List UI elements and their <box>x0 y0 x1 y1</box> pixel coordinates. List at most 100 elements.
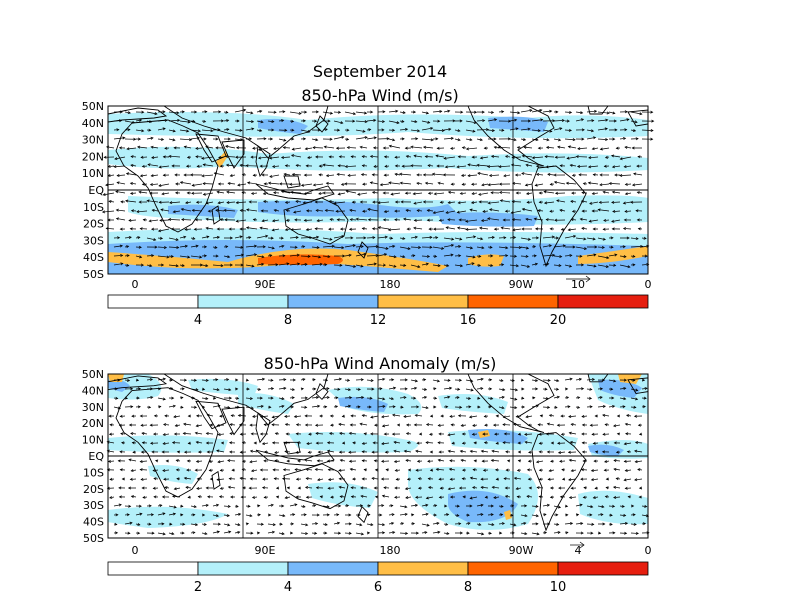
wind-vector-head <box>260 120 264 124</box>
wind-vector-head <box>381 459 385 463</box>
wind-vector-head <box>520 378 525 382</box>
wind-vector-head <box>526 495 530 499</box>
wind-vector-head <box>468 415 473 419</box>
wind-vector <box>268 182 280 185</box>
wind-vector <box>446 210 456 214</box>
wind-vector <box>494 146 500 149</box>
wind-vector <box>514 477 522 480</box>
wind-vector <box>481 183 489 186</box>
wind-vector <box>613 496 621 498</box>
wind-vector-head <box>302 504 306 508</box>
wind-vector <box>553 379 559 382</box>
wind-vector <box>542 379 551 381</box>
wind-vector <box>426 442 434 444</box>
wind-vector-head <box>549 209 553 213</box>
wind-vector <box>225 145 236 149</box>
wind-vector-head <box>393 449 397 453</box>
wind-vector <box>382 424 390 427</box>
wind-vector-head <box>219 414 223 418</box>
wind-vector-head <box>535 387 539 391</box>
wind-vector-head <box>338 377 343 381</box>
wind-vector-head <box>613 263 617 267</box>
wind-vector <box>355 120 368 123</box>
wind-vector <box>157 255 169 258</box>
wind-vector-head <box>257 147 262 151</box>
wind-vector-head <box>401 119 405 123</box>
wind-vector <box>465 255 476 258</box>
wind-vector-head <box>383 432 387 436</box>
colorbar-label: 20 <box>550 313 567 328</box>
wind-vector-head <box>639 112 643 116</box>
wind-vector <box>223 523 230 526</box>
wind-vector <box>291 191 302 194</box>
wind-vector-head <box>291 128 295 132</box>
wind-vector-head <box>115 396 119 400</box>
wind-vector-head <box>297 486 301 490</box>
wind-vector <box>388 522 394 525</box>
wind-vector-head <box>141 441 145 445</box>
longitude-label: 0 <box>645 544 652 557</box>
wind-vector <box>542 263 549 266</box>
wind-vector <box>105 183 115 186</box>
wind-vector-head <box>137 387 141 391</box>
wind-vector-head <box>593 253 597 257</box>
wind-vector <box>251 192 258 195</box>
wind-vector-head <box>610 245 614 249</box>
wind-vector <box>421 255 430 257</box>
wind-vector-head <box>281 119 285 123</box>
wind-vector <box>196 441 203 444</box>
wind-vector-head <box>127 531 131 535</box>
wind-vectors-icon <box>106 377 650 536</box>
colorbar-swatch <box>287 561 379 576</box>
wind-vector-head <box>208 468 212 472</box>
wind-vector-head <box>176 111 180 115</box>
wind-vector-head <box>324 128 328 132</box>
wind-vector <box>228 486 236 489</box>
wind-vector <box>516 415 522 418</box>
wind-vector <box>439 219 445 221</box>
wind-vector-head <box>187 414 191 418</box>
wind-vector-head <box>505 254 509 258</box>
wind-vector <box>405 459 412 462</box>
wind-vector-head <box>120 432 124 436</box>
wind-vector-head <box>263 137 267 141</box>
wind-vector <box>534 218 544 221</box>
wind-vector <box>487 165 500 167</box>
wind-vector-head <box>261 219 265 223</box>
wind-vector <box>126 147 137 150</box>
wind-vector-head <box>627 265 631 269</box>
wind-vector-head <box>322 191 326 195</box>
wind-vector <box>179 255 190 258</box>
wind-vector-head <box>416 173 420 177</box>
wind-vector <box>476 138 483 141</box>
wind-vector-head <box>297 459 301 463</box>
colorbar-label: 6 <box>374 580 382 595</box>
wind-vector-head <box>375 254 379 258</box>
wind-vector <box>252 496 258 498</box>
latitude-label: 50S <box>83 268 104 281</box>
wind-vector <box>340 496 346 498</box>
wind-vector <box>423 146 434 149</box>
wind-vector <box>378 227 390 230</box>
wind-vector-head <box>318 255 322 259</box>
wind-vector-head <box>209 423 213 427</box>
wind-vector-head <box>456 504 460 508</box>
wind-vector-head <box>415 495 419 499</box>
wind-vector-head <box>591 432 595 436</box>
wind-vector-head <box>423 378 427 382</box>
wind-vector-head <box>325 174 330 178</box>
wind-vector-head <box>260 522 264 526</box>
wind-vector <box>641 387 648 390</box>
wind-vector-head <box>350 236 354 240</box>
wind-vector-head <box>162 442 166 446</box>
wind-vector <box>588 156 599 159</box>
wind-vector-head <box>162 155 166 159</box>
wind-vector <box>406 155 412 158</box>
wind-vector-head <box>484 423 488 427</box>
wind-vector-head <box>521 405 525 409</box>
wind-vector-head <box>382 404 386 408</box>
wind-vector <box>256 110 262 113</box>
wind-vector <box>608 405 615 408</box>
wind-vector-head <box>349 467 353 471</box>
wind-vector <box>322 505 330 508</box>
